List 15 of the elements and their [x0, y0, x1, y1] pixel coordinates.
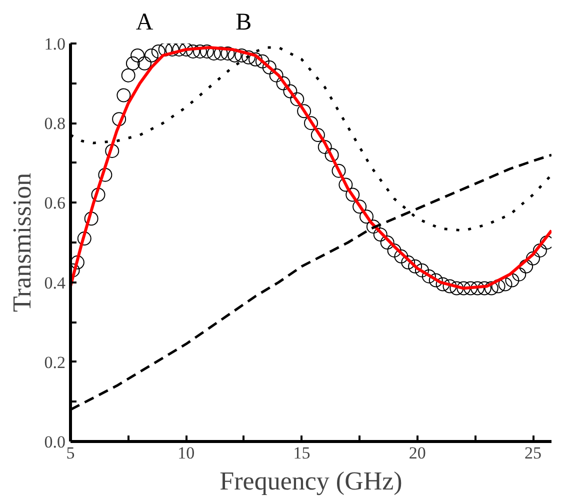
x-tick-label: 25	[524, 444, 542, 462]
y-tick-label: 0.8	[44, 114, 66, 134]
y-tick-label: 0.6	[44, 194, 66, 213]
text: A	[136, 10, 154, 36]
y-tick-label: 1.0	[44, 34, 66, 54]
x-axis-title: Frequency (GHz)	[220, 466, 402, 496]
x-tick-label: 5	[66, 444, 75, 462]
y-tick-label: 0.0	[44, 432, 66, 452]
x-tick-label: 10	[178, 444, 195, 462]
x-tick-label: 15	[293, 444, 310, 462]
text: B	[236, 10, 252, 36]
y-tick-label: 0.2	[44, 352, 66, 372]
y-axis-title: Transmission	[7, 172, 36, 312]
x-tick-label: 20	[408, 444, 426, 462]
y-tick-label: 0.4	[44, 273, 66, 292]
